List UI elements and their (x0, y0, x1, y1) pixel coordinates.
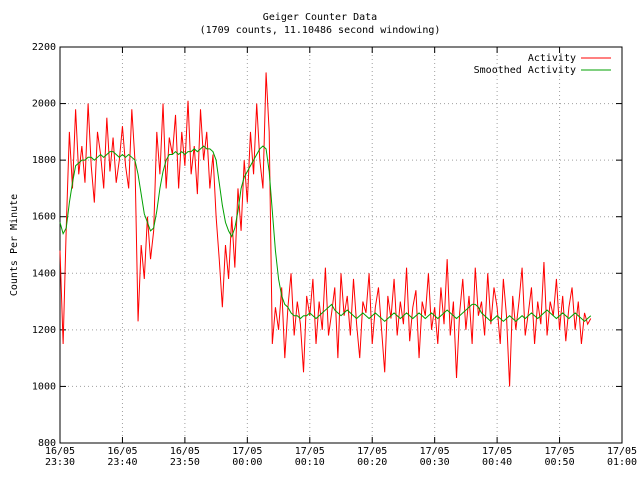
y-tick-label: 1000 (32, 381, 56, 392)
y-tick-label: 800 (38, 438, 56, 449)
x-tick-label: 17/05 00:40 (482, 446, 513, 468)
x-tick-label: 17/05 00:30 (419, 446, 450, 468)
data-line (59, 145, 592, 323)
x-tick-label: 17/05 00:50 (544, 446, 575, 468)
x-tick-label: 17/05 00:20 (357, 446, 388, 468)
y-tick-label: 2000 (32, 99, 56, 110)
chart-title: Geiger Counter Data (263, 12, 377, 23)
chart-subtitle: (1709 counts, 11.10486 second windowing) (200, 25, 441, 36)
x-tick-label: 17/05 00:00 (232, 446, 263, 468)
y-axis-label: Counts Per Minute (9, 194, 20, 296)
x-tick-label: 17/05 01:00 (606, 446, 638, 468)
y-tick-label: 1600 (32, 212, 56, 223)
x-tick-label: 16/05 23:30 (44, 446, 76, 468)
plot-border (59, 46, 623, 444)
x-tick-label: 16/05 23:50 (169, 446, 200, 468)
y-tick-label: 1200 (32, 325, 56, 336)
y-tick-label: 2200 (32, 42, 56, 53)
x-tick-label: 17/05 00:10 (294, 446, 325, 468)
y-tick-label: 1400 (32, 268, 56, 279)
x-tick-label: 16/05 23:40 (107, 446, 138, 468)
legend-label: Smoothed Activity (474, 65, 576, 76)
legend-label: Activity (528, 53, 576, 64)
data-line (59, 72, 592, 387)
y-tick-label: 1800 (32, 155, 56, 166)
